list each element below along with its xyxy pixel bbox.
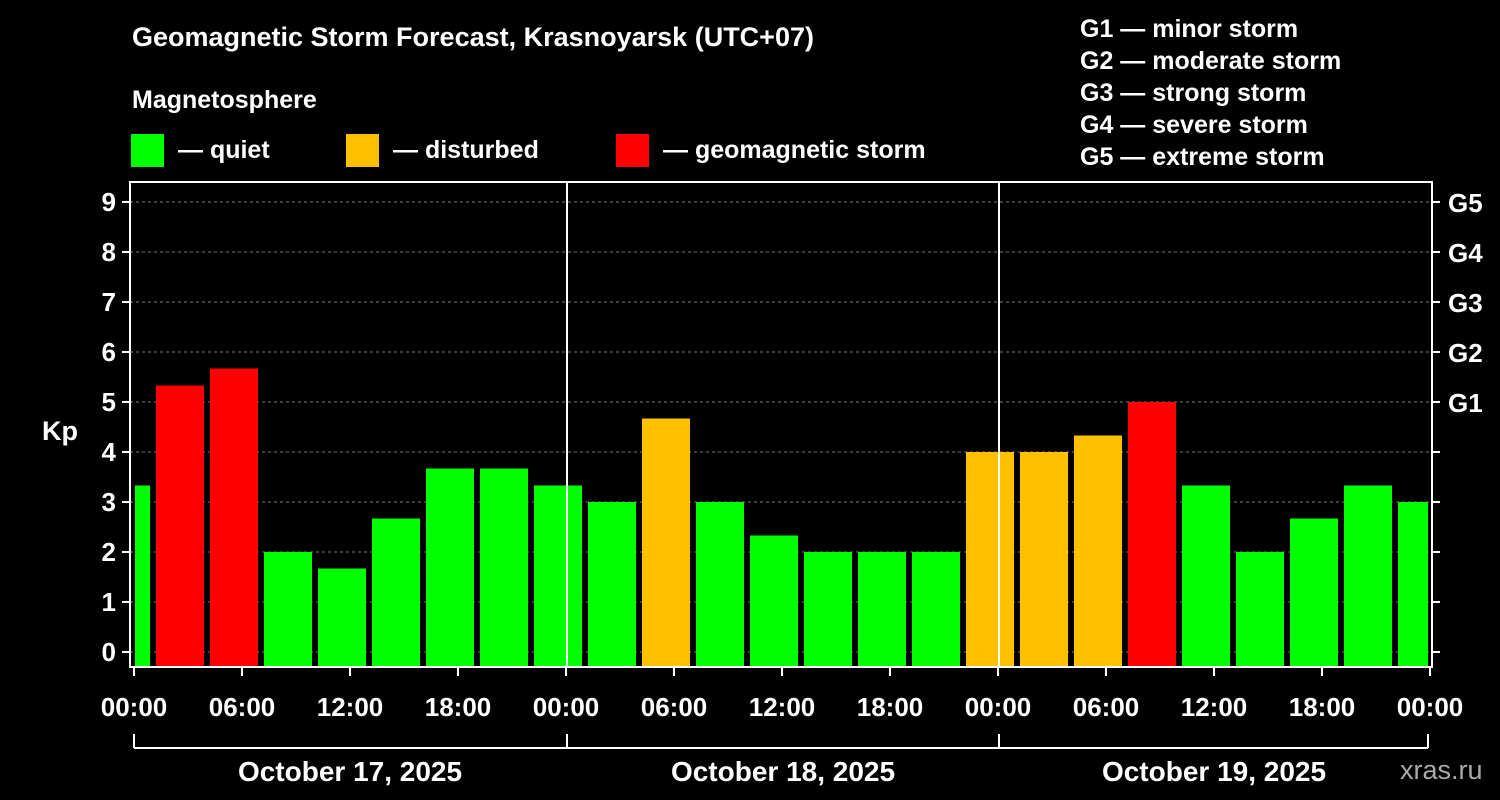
kp-bar <box>804 552 852 667</box>
g-scale-legend: G1 — minor storm G2 — moderate storm G3 … <box>1080 13 1341 173</box>
legend-label-disturbed: — disturbed <box>393 135 539 164</box>
x-tick-label: 06:00 <box>641 692 708 722</box>
kp-bar <box>135 485 150 667</box>
legend-item-quiet: — quiet <box>131 133 270 167</box>
kp-bar <box>912 552 960 667</box>
x-tick-label: 00:00 <box>965 692 1032 722</box>
chart-title: Geomagnetic Storm Forecast, Krasnoyarsk … <box>132 22 814 52</box>
legend-item-disturbed: — disturbed <box>346 133 539 167</box>
kp-bar <box>966 452 1014 667</box>
x-tick-label: 00:00 <box>533 692 600 722</box>
g-scale-axis-label: G2 <box>1448 338 1483 368</box>
kp-bar <box>1182 485 1230 667</box>
g-scale-axis-label: G4 <box>1448 238 1483 268</box>
legend-label-quiet: — quiet <box>178 135 270 164</box>
kp-bar <box>480 468 528 667</box>
y-tick-label: 8 <box>102 237 116 267</box>
kp-bar <box>1290 518 1338 667</box>
kp-bar <box>1074 435 1122 667</box>
kp-bar <box>642 418 690 667</box>
y-tick-label: 9 <box>102 187 116 217</box>
brand-watermark: xras.ru <box>1400 755 1483 785</box>
y-tick-label: 3 <box>102 487 116 517</box>
x-tick-label: 00:00 <box>1397 692 1464 722</box>
kp-bar <box>318 568 366 667</box>
g-scale-item-g4: G4 — severe storm <box>1080 111 1308 139</box>
kp-bar <box>858 552 906 667</box>
x-tick-label: 06:00 <box>1073 692 1140 722</box>
x-tick-label: 06:00 <box>209 692 276 722</box>
kp-bar <box>1128 402 1176 667</box>
date-label: October 19, 2025 <box>1102 756 1326 787</box>
date-label: October 18, 2025 <box>671 756 895 787</box>
kp-bar <box>588 502 636 667</box>
kp-bar <box>1398 502 1428 667</box>
legend-label-storm: — geomagnetic storm <box>663 135 926 164</box>
y-tick-label: 7 <box>102 287 116 317</box>
y-tick-label: 6 <box>102 337 116 367</box>
g-scale-axis-label: G3 <box>1448 288 1483 318</box>
x-tick-label: 12:00 <box>1181 692 1248 722</box>
x-tick-label: 18:00 <box>425 692 492 722</box>
y-tick-label: 0 <box>102 637 116 667</box>
kp-bar <box>1236 552 1284 667</box>
g-scale-item-g5: G5 — extreme storm <box>1080 143 1325 171</box>
kp-bar <box>156 385 204 667</box>
y-tick-label: 5 <box>102 387 116 417</box>
y-tick-label: 4 <box>102 437 117 467</box>
g-scale-item-g1: G1 — minor storm <box>1080 15 1299 43</box>
kp-bar <box>372 518 420 667</box>
g-scale-item-g3: G3 — strong storm <box>1080 79 1307 107</box>
x-tick-label: 12:00 <box>749 692 816 722</box>
x-tick-label: 18:00 <box>857 692 924 722</box>
g-scale-axis-label: G5 <box>1448 188 1483 218</box>
y-tick-label: 2 <box>102 537 116 567</box>
kp-bar <box>696 502 744 667</box>
legend-swatch-storm <box>616 133 649 167</box>
kp-bar <box>1344 485 1392 667</box>
x-tick-label: 00:00 <box>101 692 168 722</box>
kp-bar <box>1020 452 1068 667</box>
kp-bar <box>210 368 258 667</box>
legend-swatch-disturbed <box>346 133 379 167</box>
kp-bar <box>750 535 798 667</box>
kp-bar <box>264 552 312 667</box>
kp-bar <box>534 485 582 667</box>
y-tick-label: 1 <box>102 587 116 617</box>
x-tick-label: 12:00 <box>317 692 384 722</box>
legend-swatch-quiet <box>131 133 164 167</box>
g-scale-axis-label: G1 <box>1448 388 1483 418</box>
y-axis-label: Kp <box>42 416 78 446</box>
date-label: October 17, 2025 <box>238 756 462 787</box>
chart-subtitle: Magnetosphere <box>132 86 317 114</box>
x-tick-label: 18:00 <box>1289 692 1356 722</box>
kp-bar <box>426 468 474 667</box>
g-scale-item-g2: G2 — moderate storm <box>1080 47 1342 75</box>
legend-item-storm: — geomagnetic storm <box>616 133 926 167</box>
